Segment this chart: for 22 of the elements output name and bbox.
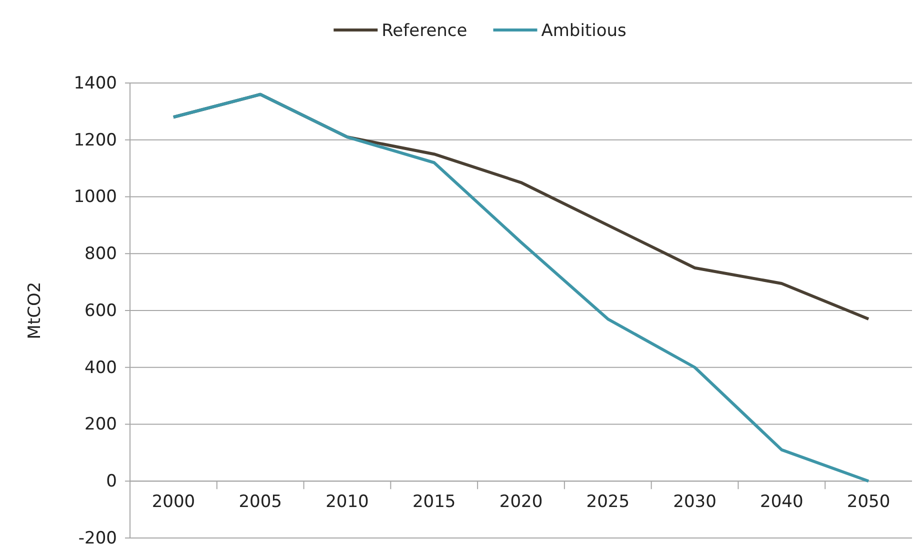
y-axis-title: MtCO2 [25, 282, 45, 340]
x-tick-label: 2025 [586, 492, 630, 512]
y-tick-label: 1200 [74, 130, 117, 150]
x-tick-label: 2040 [760, 492, 804, 512]
legend-label: Ambitious [541, 21, 627, 41]
x-tick-label: 2000 [152, 492, 196, 512]
legend-label: Reference [382, 21, 468, 41]
x-tick-label: 2010 [326, 492, 369, 512]
y-tick-label: 1400 [74, 73, 117, 94]
x-tick-label: 2015 [412, 492, 456, 512]
x-tick-label: 2005 [238, 492, 282, 512]
line-series [172, 92, 870, 483]
y-tick-label: -200 [78, 528, 117, 547]
y-tick-label: 1000 [74, 187, 117, 208]
x-tick-label: 2050 [846, 492, 890, 512]
y-tick-label: 600 [84, 300, 117, 321]
y-tick-label: 200 [84, 414, 117, 435]
y-tick-label: 0 [106, 472, 117, 492]
y-tick-label: 400 [84, 358, 117, 378]
x-tick-label: 2020 [499, 492, 543, 512]
y-tick-label: 800 [84, 244, 117, 264]
x-tick-label: 2030 [673, 492, 716, 512]
